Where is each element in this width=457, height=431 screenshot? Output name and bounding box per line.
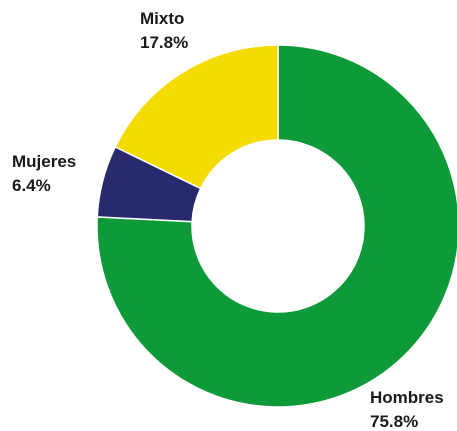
slice-value-mixto-text: 17.8% bbox=[140, 33, 188, 52]
slice-mixto bbox=[114, 44, 279, 190]
slice-name-mixto: Mixto bbox=[140, 9, 184, 28]
slice-name-mujeres: Mujeres bbox=[12, 152, 76, 171]
slice-value-mujeres-text: 6.4% bbox=[12, 176, 51, 195]
labels-group: Hombres 75.8% Mujeres 6.4% Mixto 17.8% bbox=[12, 9, 444, 431]
slice-name-hombres: Hombres bbox=[370, 388, 444, 407]
slice-value-mujeres: 6.4% bbox=[12, 176, 51, 195]
slices-group bbox=[96, 44, 457, 408]
slice-label-hombres: Hombres bbox=[370, 388, 444, 407]
slice-hombres bbox=[96, 44, 457, 408]
slice-value-hombres: 75.8% bbox=[370, 412, 418, 431]
slice-label-mujeres: Mujeres bbox=[12, 152, 76, 171]
slice-value-hombres-text: 75.8% bbox=[370, 412, 418, 431]
slice-value-mixto: 17.8% bbox=[140, 33, 188, 52]
slice-label-mixto: Mixto bbox=[140, 9, 184, 28]
